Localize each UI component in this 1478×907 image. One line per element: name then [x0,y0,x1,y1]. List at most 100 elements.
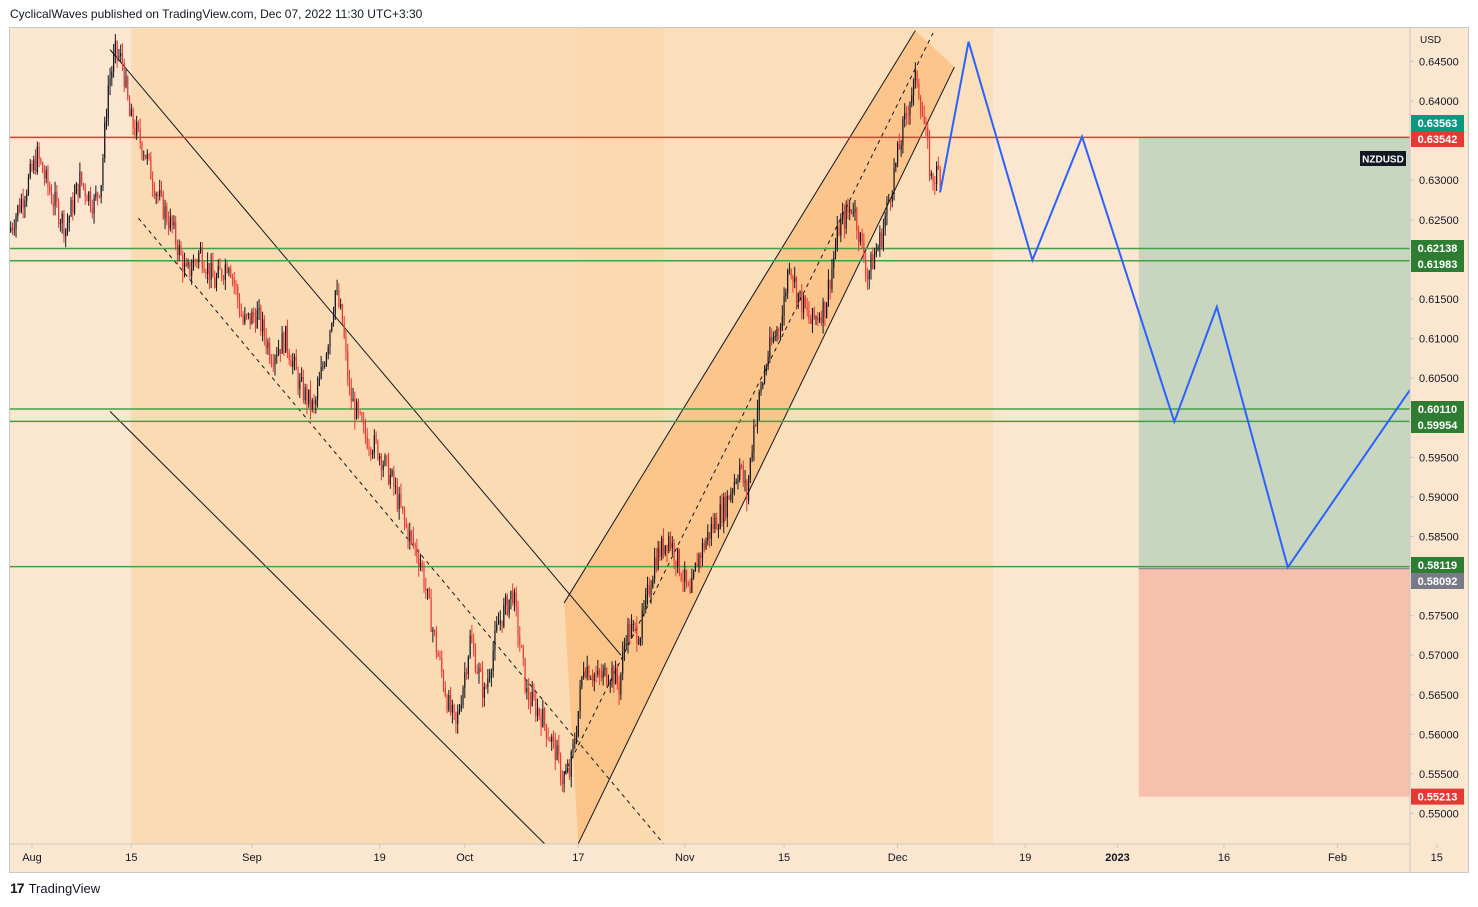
candle-body [884,215,886,228]
price-tag-green[interactable]: 0.59954 [1411,417,1464,433]
candle-body [826,303,828,318]
price-tag-green[interactable]: 0.60110 [1411,401,1464,417]
candle-body [410,531,413,536]
price-tag-teal[interactable]: 0.63563 [1411,115,1464,131]
candle-body [888,200,890,202]
candle-body [396,486,398,510]
candle-body [774,336,776,338]
candle-body [684,569,686,582]
candle-body [771,336,773,343]
candle-body [861,232,863,243]
x-tick-label: 16 [1218,852,1230,864]
x-tick-label: Aug [22,852,42,864]
candle-body [593,674,595,681]
candle-body [81,171,83,184]
candle-body [384,455,386,465]
footer-branding[interactable]: 17 TradingView [10,880,100,896]
candle-body [242,315,244,323]
candle-body [27,176,30,195]
candle-body [623,645,626,653]
candle-body [416,546,418,558]
down-channel-lower-line[interactable] [109,411,550,849]
candle-body [487,678,489,687]
candle-body [217,265,219,277]
candle-body [279,349,281,354]
y-tick-label: 0.64500 [1419,57,1459,69]
candle-body [811,308,814,324]
candle-body [503,604,505,627]
candle-body [407,526,409,542]
candle-body [659,547,661,558]
candle-body [274,356,276,365]
candle-body [693,571,695,578]
price-tag-green[interactable]: 0.62138 [1411,240,1464,256]
up-channel-upper-line[interactable] [563,30,916,604]
candle-body [109,78,111,86]
candle-body [708,532,711,539]
candle-body [572,743,574,752]
candle-body [732,490,734,494]
candle-body [97,192,99,196]
candle-body [547,737,549,739]
candle-body [155,194,157,197]
candle-body [152,179,154,188]
candle-body [308,389,310,405]
candle-body [716,517,718,530]
candle-body [304,387,306,401]
candle-body [432,630,434,632]
candle-body [707,532,709,541]
price-tag-grey[interactable]: 0.58092 [1411,573,1464,589]
candle-body [380,455,383,470]
target-zone[interactable] [1138,137,1478,569]
candle-body [714,517,716,530]
candle-body [916,71,918,84]
candle-body [256,309,258,329]
candle-body [478,667,480,674]
price-tag-bg [1411,401,1464,417]
price-tag-label: 0.58092 [1418,576,1458,588]
candle-body [483,686,485,698]
price-tag-green[interactable]: 0.58119 [1411,557,1464,573]
candlestick-series[interactable] [10,34,941,793]
candle-body [556,744,558,761]
candle-body [441,657,443,672]
up-channel-mid-line[interactable] [563,32,934,775]
price-tag-green[interactable]: 0.61983 [1411,256,1464,272]
candle-body [559,755,562,780]
candle-body [519,636,521,646]
candle-body [293,356,296,361]
candle-body [536,708,539,717]
price-tag-red[interactable]: 0.63542 [1411,131,1464,147]
candle-body [299,379,301,390]
candle-body [36,146,38,173]
candle-body [645,593,647,608]
candle-body [740,465,743,467]
candle-body [602,670,604,678]
candle-body [703,543,705,550]
candle-body [607,684,610,686]
projection-path[interactable] [939,41,1478,570]
candle-body [320,366,322,379]
candle-body [579,686,581,712]
down-channel-upper-line[interactable] [109,49,622,656]
candle-body [194,260,196,262]
price-tag-red[interactable]: 0.55213 [1411,788,1464,805]
candle-body [458,709,461,713]
candle-body [322,366,324,368]
candle-body [622,652,624,674]
currency-label: USD [1420,35,1441,46]
candle-body [201,247,203,269]
symbol-badge[interactable]: NZDUSD [1360,151,1406,166]
candle-body [405,520,407,527]
candle-body [277,349,280,356]
candle-body [198,252,200,263]
candle-body [29,163,31,177]
candle-body [430,597,432,632]
candle-body [551,736,553,742]
candle-body [104,122,106,159]
candle-body [911,95,913,103]
candle-body [843,212,845,229]
stop-zone[interactable] [1138,568,1478,797]
candle-body [565,771,567,774]
